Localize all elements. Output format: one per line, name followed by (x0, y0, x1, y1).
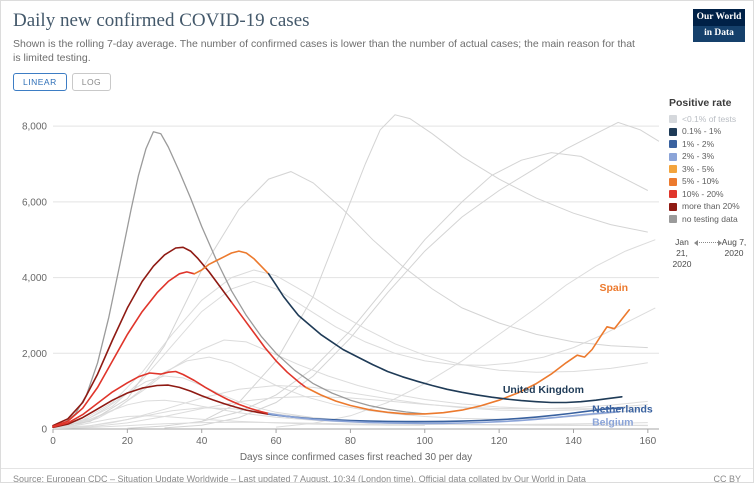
background-country-line (52, 384, 648, 429)
line-belgium[interactable] (52, 370, 270, 428)
chart-footer: Source: European CDC – Situation Update … (1, 467, 753, 483)
x-tick-label: 20 (122, 436, 134, 447)
legend-item[interactable]: 1% - 2% (669, 140, 747, 149)
background-country-line (127, 152, 649, 429)
x-tick-label: 160 (640, 436, 657, 447)
range-arrow-icon (694, 239, 722, 246)
legend-item-label: 3% - 5% (682, 163, 715, 174)
x-tick-label: 40 (196, 436, 208, 447)
series-label-belgium[interactable]: Belgium (592, 416, 633, 428)
range-start-date[interactable]: Jan 21, 2020 (672, 237, 692, 269)
legend-swatch (669, 202, 677, 211)
x-tick-label: 140 (565, 436, 582, 447)
background-country-line (201, 114, 648, 422)
x-tick-label: 120 (491, 436, 508, 447)
owid-logo-line1: Our World (693, 9, 745, 26)
legend-item-label: 5% - 10% (682, 176, 719, 187)
legend-swatch (669, 127, 677, 136)
legend-item[interactable]: 0.1% - 1% (669, 127, 747, 136)
legend-item-label: 1% - 2% (682, 138, 715, 149)
background-country-line (52, 415, 425, 429)
log-toggle-button[interactable]: LOG (71, 72, 112, 91)
legend-item[interactable]: more than 20% (669, 202, 747, 211)
legend-item[interactable]: <0.1% of tests (669, 115, 747, 124)
page-title: Daily new confirmed COVID-19 cases (13, 10, 310, 31)
legend-items: <0.1% of tests 0.1% - 1% 1% - 2% 2% - 3% 3% … (669, 115, 747, 224)
line-spain[interactable] (52, 246, 233, 427)
owid-logo-line2: in Data (693, 25, 745, 42)
x-tick-label: 0 (50, 436, 56, 447)
source-note: Source: European CDC – Situation Update … (13, 473, 586, 483)
chart-subtitle: Shown is the rolling 7-day average. The … (13, 38, 635, 65)
line-united-kingdom[interactable] (267, 272, 623, 404)
x-tick-label: 100 (416, 436, 433, 447)
x-tick-label: 60 (271, 436, 283, 447)
legend-item[interactable]: no testing data (669, 215, 747, 224)
line-belgium[interactable] (267, 410, 619, 425)
scale-toggle-group: LINEAR LOG (13, 72, 753, 91)
legend-title: Positive rate (669, 96, 732, 109)
range-end-date[interactable]: Aug 7, 2020 (721, 237, 747, 259)
background-country-line (52, 421, 648, 430)
series-label-spain[interactable]: Spain (600, 282, 629, 294)
owid-logo[interactable]: Our World in Data (693, 9, 745, 42)
legend-swatch (669, 177, 677, 186)
legend-item-label: 0.1% - 1% (682, 126, 722, 137)
y-tick-label: 2,000 (22, 349, 47, 360)
legend-swatch (669, 165, 677, 174)
line-netherlands[interactable] (52, 384, 270, 429)
license-link[interactable]: CC BY (713, 473, 741, 483)
chart-body: 0 2,000 4,000 6,000 8,000 0 20 40 60 80 100 120 140 1… (1, 93, 753, 468)
series-label-united-kingdom[interactable]: United Kingdom (503, 384, 584, 396)
series-label-netherlands[interactable]: Netherlands (592, 404, 653, 416)
legend-item[interactable]: 10% - 20% (669, 190, 747, 199)
y-tick-label: 8,000 (22, 122, 47, 133)
legend-item-label: 10% - 20% (682, 188, 724, 199)
background-country-line (276, 239, 656, 428)
chart-svg[interactable]: 0 2,000 4,000 6,000 8,000 0 20 40 60 80 100 120 140 1… (7, 93, 669, 468)
line-spain[interactable] (230, 301, 307, 389)
x-axis-title: Days since confirmed cases first reached… (240, 452, 472, 463)
legend-swatch (669, 140, 677, 149)
legend-item[interactable]: 3% - 5% (669, 165, 747, 174)
line-unlabeled-country-no-testing-data[interactable] (52, 131, 426, 428)
y-tick-label: 4,000 (22, 273, 47, 284)
legend-item-label: <0.1% of tests (682, 113, 737, 124)
y-tick-label: 0 (41, 424, 47, 435)
legend-item-label: no testing data (682, 213, 738, 224)
legend-swatch (669, 215, 677, 224)
line-united-kingdom[interactable] (52, 271, 196, 428)
background-country-line (52, 171, 648, 428)
y-tick-label: 6,000 (22, 197, 47, 208)
legend-item-label: 2% - 3% (682, 151, 715, 162)
date-range-control[interactable]: Jan 21, 2020 Aug 7, 2020 (669, 237, 747, 269)
legend-item[interactable]: 2% - 3% (669, 152, 747, 161)
legend-swatch (669, 152, 677, 161)
line-united-kingdom[interactable] (193, 250, 270, 275)
x-tick-label: 80 (345, 436, 357, 447)
legend-swatch (669, 190, 677, 199)
background-country-line (52, 269, 648, 428)
chart-header: Daily new confirmed COVID-19 cases Shown… (1, 1, 753, 66)
legend-item-label: more than 20% (682, 201, 740, 212)
background-country-line (52, 280, 656, 428)
legend-item[interactable]: 5% - 10% (669, 177, 747, 186)
linear-toggle-button[interactable]: LINEAR (13, 72, 67, 91)
line-spain[interactable] (304, 308, 631, 415)
legend-swatch (669, 115, 677, 124)
positive-rate-legend: Positive rate <0.1% of tests 0.1% - 1% 1% … (669, 93, 753, 468)
